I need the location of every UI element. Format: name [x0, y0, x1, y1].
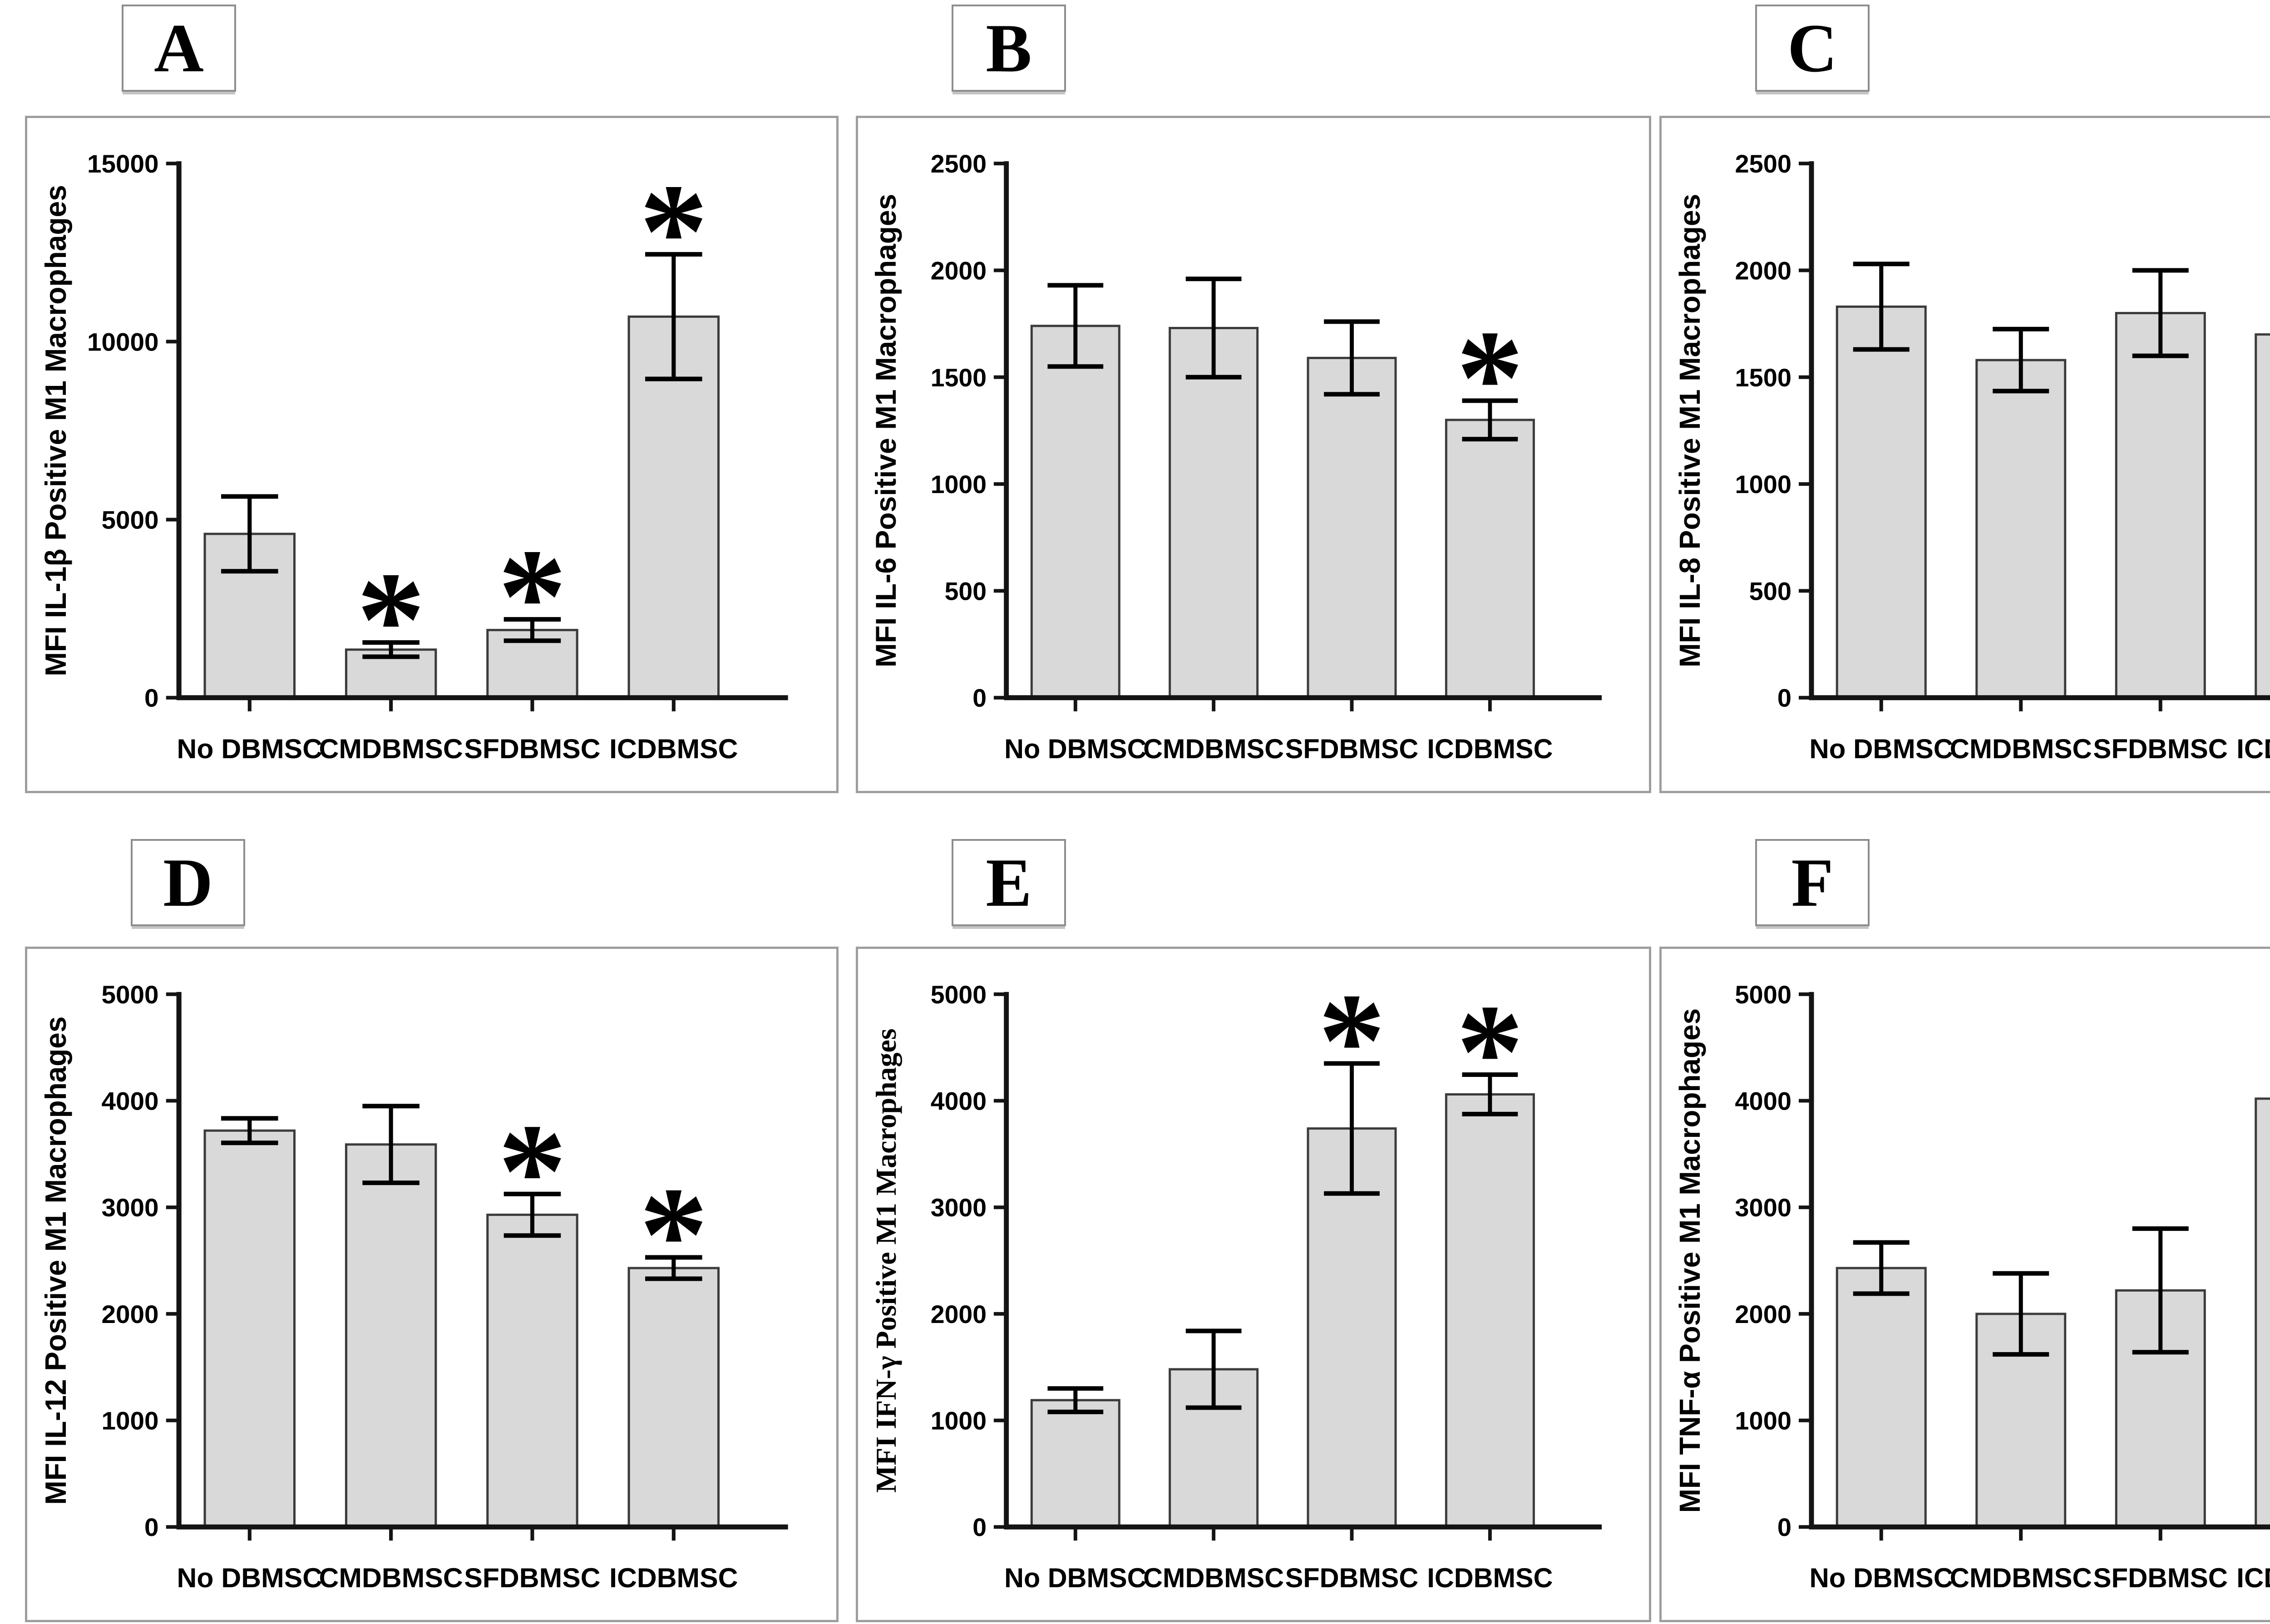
- svg-text:MFI IL-8 Positive M1 Macrophag: MFI IL-8 Positive M1 Macrophages: [1673, 194, 1706, 667]
- svg-text:4000: 4000: [1735, 1087, 1791, 1116]
- panel-label-box-b: B: [952, 5, 1066, 92]
- panel-letter-d: D: [163, 844, 213, 921]
- svg-text:5000: 5000: [931, 981, 987, 1009]
- svg-text:MFI TNF-α Positive M1 Macropha: MFI TNF-α Positive M1 Macrophages: [1673, 1008, 1706, 1513]
- svg-text:1000: 1000: [1735, 470, 1791, 499]
- svg-text:3000: 3000: [101, 1194, 158, 1222]
- svg-text:2000: 2000: [931, 1300, 987, 1328]
- panel-e-ifng-chart: * * 0 1000 2000 3000 4000 5000 No DBMSC CMDBMSC SF…: [856, 947, 1651, 1622]
- panel-label-box-c: C: [1755, 5, 1870, 92]
- svg-text:1000: 1000: [931, 470, 987, 499]
- svg-text:0: 0: [144, 1513, 159, 1542]
- svg-text:5000: 5000: [101, 980, 158, 1009]
- svg-text:*: *: [356, 544, 425, 695]
- svg-text:MFI IFN-γ Positive M1 Macropha: MFI IFN-γ Positive M1 Macrophages: [870, 1028, 902, 1493]
- svg-text:No DBMSC: No DBMSC: [177, 733, 323, 764]
- svg-text:2500: 2500: [931, 150, 987, 178]
- panel-letter-e: E: [986, 844, 1032, 921]
- panel-b-il6-chart: * 0 500 1000 1500 2000 2500 No DBMSC CMDBMSC SFDB…: [856, 116, 1651, 793]
- svg-text:10000: 10000: [87, 328, 159, 356]
- svg-text:MFI IL-1β Positive M1 Macropha: MFI IL-1β Positive M1 Macrophages: [39, 185, 72, 676]
- panel-a-il1b-chart: * * * 0 5000 10000 15000 No DBMSC CMDBMSC SFDBMSC…: [25, 116, 839, 793]
- panel-letter-b: B: [986, 10, 1032, 86]
- svg-text:CMDBMSC: CMDBMSC: [1950, 734, 2092, 764]
- svg-text:SFDBMSC: SFDBMSC: [1285, 1563, 1419, 1593]
- svg-text:0: 0: [972, 1513, 987, 1541]
- panel-c-il8-chart: 0 500 1000 1500 2000 2500 No DBMSC CMDBMSC SFDBM…: [1659, 116, 2270, 793]
- svg-text:5000: 5000: [1735, 980, 1791, 1009]
- svg-text:1000: 1000: [1735, 1407, 1791, 1435]
- svg-text:5000: 5000: [101, 506, 158, 534]
- panel-label-box-a: A: [122, 5, 236, 92]
- svg-text:3000: 3000: [1735, 1193, 1791, 1222]
- svg-text:1000: 1000: [931, 1407, 987, 1435]
- panel-label-box-f: F: [1755, 839, 1870, 926]
- svg-text:SFDBMSC: SFDBMSC: [1285, 734, 1419, 764]
- svg-text:ICDBMSC: ICDBMSC: [609, 1562, 738, 1593]
- svg-text:CMDBMSC: CMDBMSC: [319, 1562, 463, 1593]
- svg-text:1000: 1000: [101, 1407, 158, 1435]
- svg-text:No DBMSC: No DBMSC: [1004, 1563, 1146, 1593]
- svg-text:3000: 3000: [931, 1194, 987, 1222]
- svg-text:MFI IL-6 Positive M1 Macrophag: MFI IL-6 Positive M1 Macrophages: [869, 194, 902, 667]
- svg-text:ICDBMSC: ICDBMSC: [2236, 734, 2270, 764]
- svg-text:500: 500: [1749, 577, 1791, 605]
- svg-text:No DBMSC: No DBMSC: [177, 1562, 323, 1593]
- svg-text:MFI IL-12 Positive M1 Macropha: MFI IL-12 Positive M1 Macrophages: [39, 1017, 72, 1505]
- svg-text:500: 500: [945, 577, 987, 605]
- svg-text:1500: 1500: [931, 364, 987, 392]
- svg-text:2500: 2500: [1735, 149, 1791, 178]
- svg-text:No DBMSC: No DBMSC: [1809, 1563, 1953, 1593]
- svg-text:2000: 2000: [931, 257, 987, 285]
- svg-text:4000: 4000: [101, 1087, 158, 1116]
- svg-text:*: *: [639, 156, 708, 307]
- svg-text:0: 0: [1777, 684, 1791, 712]
- svg-text:ICDBMSC: ICDBMSC: [1427, 734, 1553, 764]
- svg-text:0: 0: [972, 684, 987, 712]
- svg-text:*: *: [498, 1096, 567, 1247]
- svg-text:SFDBMSC: SFDBMSC: [2093, 1563, 2228, 1593]
- svg-text:2000: 2000: [1735, 256, 1791, 285]
- svg-text:0: 0: [1777, 1513, 1791, 1541]
- panel-label-box-d: D: [131, 839, 245, 926]
- svg-text:*: *: [498, 521, 567, 672]
- svg-text:2000: 2000: [101, 1300, 158, 1328]
- svg-text:CMDBMSC: CMDBMSC: [1950, 1563, 2092, 1593]
- svg-text:ICDBMSC: ICDBMSC: [2236, 1563, 2270, 1593]
- svg-text:No DBMSC: No DBMSC: [1809, 734, 1953, 764]
- svg-text:SFDBMSC: SFDBMSC: [464, 1562, 600, 1593]
- svg-text:No DBMSC: No DBMSC: [1004, 734, 1146, 764]
- svg-text:CMDBMSC: CMDBMSC: [1143, 734, 1284, 764]
- svg-text:*: *: [1318, 965, 1385, 1116]
- svg-text:CMDBMSC: CMDBMSC: [1143, 1563, 1284, 1593]
- svg-text:*: *: [639, 1159, 708, 1310]
- svg-text:4000: 4000: [931, 1087, 987, 1115]
- svg-text:*: *: [1456, 976, 1524, 1127]
- panel-f-tnfa-chart: * 0 1000 2000 3000 4000 5000 No DBMSCCMDBMSCSFD…: [1659, 947, 2270, 1622]
- panel-letter-f: F: [1791, 844, 1834, 921]
- bar-chart-tnfa: * 0 1000 2000 3000 4000 5000 No DBMSCCMDBMSCSFD…: [1673, 949, 2270, 1593]
- svg-text:ICDBMSC: ICDBMSC: [1427, 1563, 1553, 1593]
- svg-text:ICDBMSC: ICDBMSC: [609, 733, 738, 764]
- svg-text:CMDBMSC: CMDBMSC: [319, 733, 463, 764]
- svg-text:2000: 2000: [1735, 1300, 1791, 1328]
- svg-text:0: 0: [144, 684, 159, 712]
- panel-label-box-e: E: [952, 839, 1066, 926]
- panel-letter-c: C: [1787, 10, 1837, 86]
- svg-text:15000: 15000: [87, 149, 159, 178]
- panel-letter-a: A: [154, 10, 204, 86]
- svg-text:SFDBMSC: SFDBMSC: [464, 733, 600, 764]
- svg-text:*: *: [1456, 302, 1524, 453]
- svg-text:1500: 1500: [1735, 363, 1791, 392]
- panel-d-il12-chart: * * 0 1000 2000 3000 4000 5000 No DBMSC CMDBMSC SF…: [25, 947, 839, 1622]
- svg-text:SFDBMSC: SFDBMSC: [2093, 734, 2228, 764]
- svg-text:*: *: [2266, 949, 2270, 1086]
